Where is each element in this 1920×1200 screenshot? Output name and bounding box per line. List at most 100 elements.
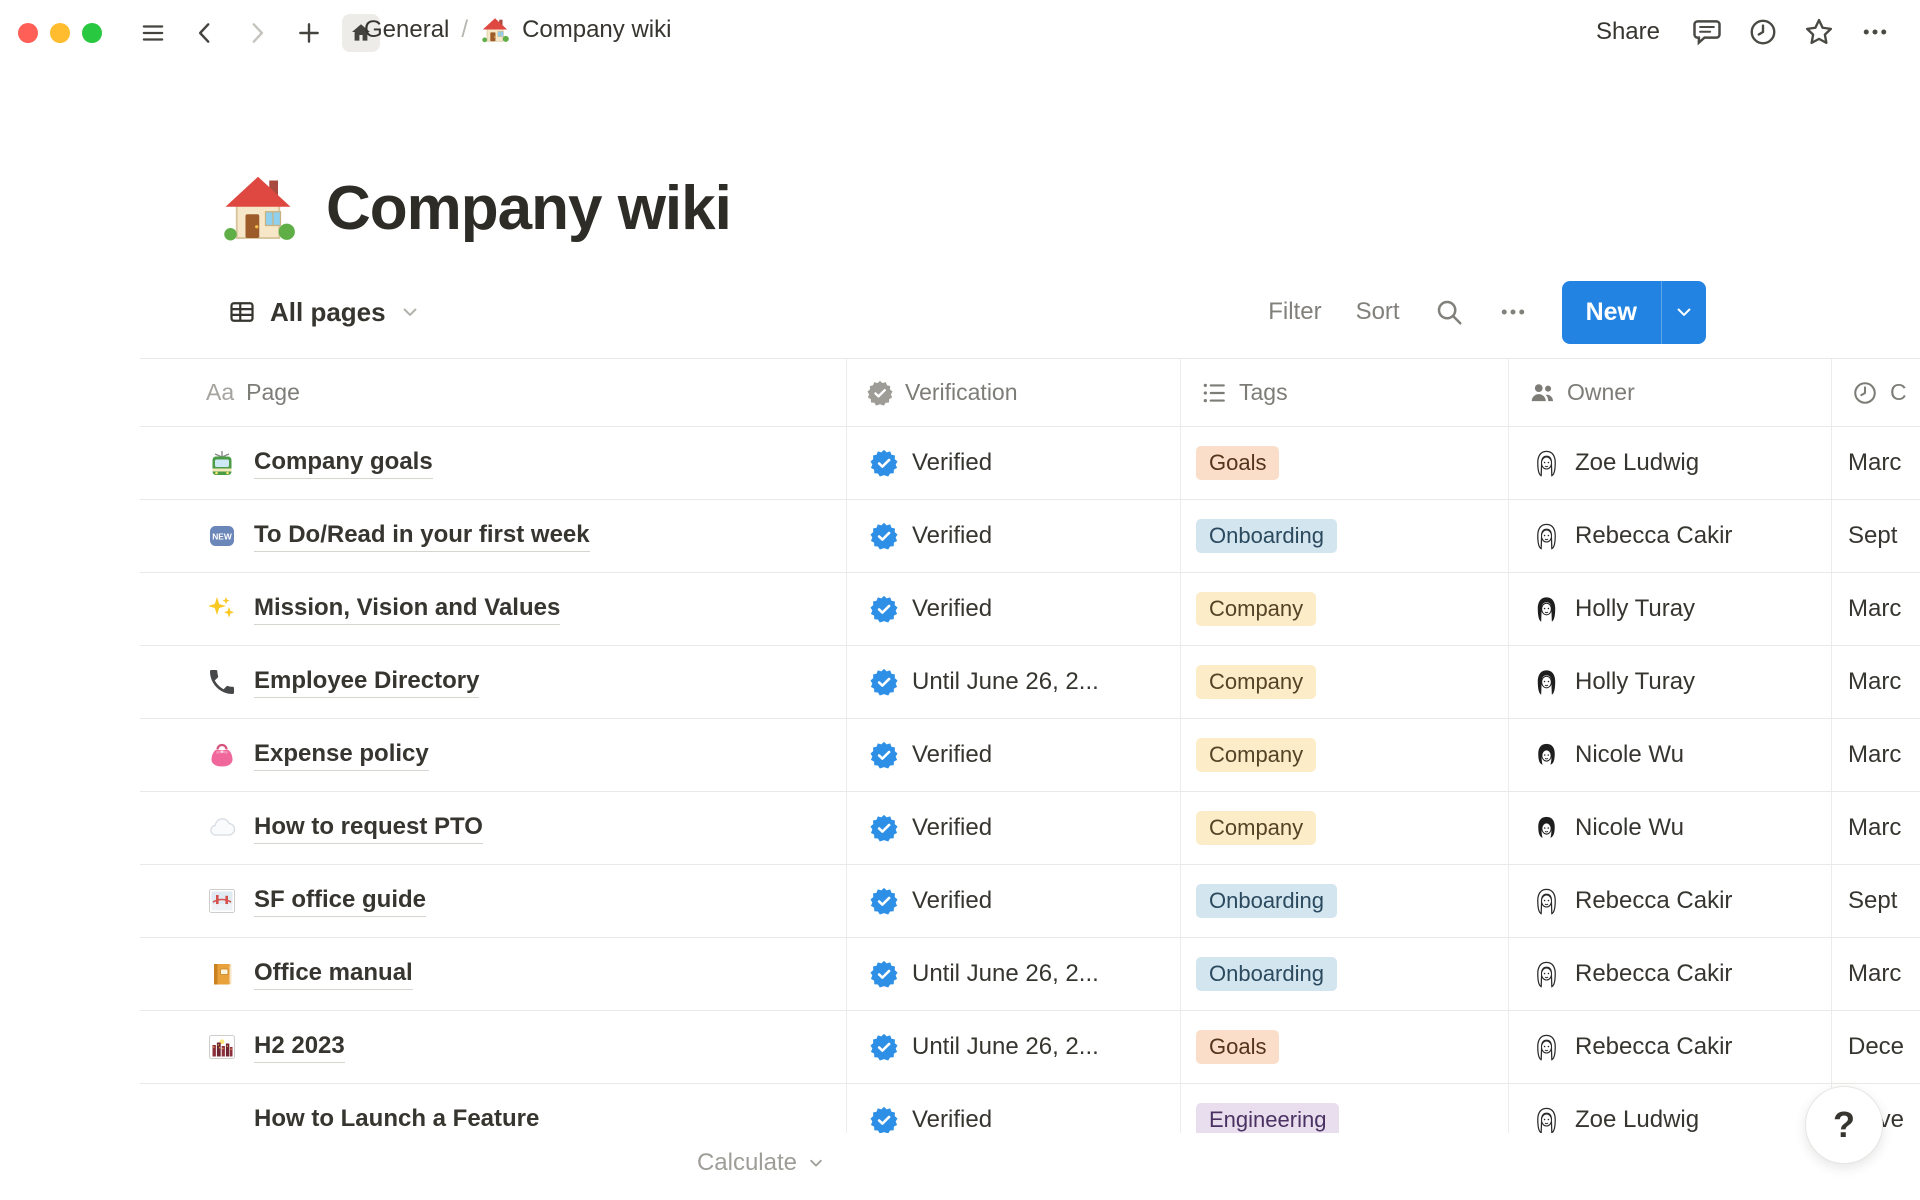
share-button[interactable]: Share [1595,18,1660,45]
tag-chip[interactable]: Company [1196,665,1317,699]
verification-cell[interactable]: Verified [847,792,1181,864]
page-title[interactable]: Company wiki [326,173,732,243]
tag-chip[interactable]: Onboarding [1196,519,1337,553]
verification-cell[interactable]: Verified [847,427,1181,499]
page-link[interactable]: Employee Directory [254,667,480,698]
tags-cell[interactable]: Company [1181,792,1509,864]
breadcrumb-page[interactable]: Company wiki [522,16,672,43]
verification-cell[interactable]: Verified [847,573,1181,645]
tags-cell[interactable]: Engineering [1181,1084,1509,1133]
created-cell[interactable]: Marc [1832,719,1920,791]
tag-chip[interactable]: Engineering [1196,1103,1340,1133]
close-window-button[interactable] [18,23,38,43]
created-cell[interactable]: Marc [1832,792,1920,864]
column-header-page[interactable]: Aa Page [140,359,847,426]
page-link[interactable]: Mission, Vision and Values [254,594,561,625]
tags-cell[interactable]: Onboarding [1181,865,1509,937]
owner-cell[interactable]: Zoe Ludwig [1509,1084,1832,1133]
table-row[interactable]: How to Launch a Feature Verified Enginee… [140,1084,1920,1133]
calculate-button[interactable]: Calculate [140,1138,847,1188]
page-link[interactable]: To Do/Read in your first week [254,521,590,552]
comments-button[interactable] [1688,13,1726,51]
table-row[interactable]: Company goals Verified Goals Zoe Ludwig … [140,427,1920,500]
verification-cell[interactable]: Verified [847,1084,1181,1133]
breadcrumb-section[interactable]: General [364,16,450,43]
sidebar-menu-button[interactable] [134,14,172,52]
table-row[interactable]: SF office guide Verified Onboarding Rebe… [140,865,1920,938]
home-button[interactable] [342,14,380,52]
created-cell[interactable]: Marc [1832,427,1920,499]
minimize-window-button[interactable] [50,23,70,43]
page-link[interactable]: How to Launch a Feature [254,1105,539,1134]
owner-cell[interactable]: Rebecca Cakir [1509,865,1832,937]
column-header-owner[interactable]: Owner [1509,359,1832,426]
sort-button[interactable]: Sort [1355,298,1400,325]
page-link[interactable]: Expense policy [254,740,429,771]
tab-all-pages[interactable]: All pages [228,280,420,344]
new-button[interactable]: New [1561,280,1706,344]
back-button[interactable] [186,14,224,52]
created-cell[interactable]: Sept [1832,500,1920,572]
owner-cell[interactable]: Holly Turay [1509,573,1832,645]
tags-cell[interactable]: Company [1181,719,1509,791]
favorite-button[interactable] [1800,13,1838,51]
forward-button[interactable] [238,14,276,52]
tags-cell[interactable]: Company [1181,646,1509,718]
table-row[interactable]: How to request PTO Verified Company Nico… [140,792,1920,865]
column-header-created[interactable]: C [1832,359,1920,426]
column-header-tags[interactable]: Tags [1181,359,1509,426]
new-dropdown-button[interactable] [1662,302,1706,322]
tags-cell[interactable]: Company [1181,573,1509,645]
new-button-label[interactable]: New [1585,297,1637,326]
created-cell[interactable]: Dece [1832,1011,1920,1083]
help-button[interactable]: ? [1805,1086,1883,1164]
owner-cell[interactable]: Holly Turay [1509,646,1832,718]
verification-cell[interactable]: Verified [847,500,1181,572]
tag-chip[interactable]: Company [1196,738,1317,772]
table-row[interactable]: Mission, Vision and Values Verified Comp… [140,573,1920,646]
tag-chip[interactable]: Onboarding [1196,884,1337,918]
owner-cell[interactable]: Rebecca Cakir [1509,938,1832,1010]
tag-chip[interactable]: Goals [1196,446,1280,480]
tag-chip[interactable]: Company [1196,592,1317,626]
tags-cell[interactable]: Goals [1181,427,1509,499]
page-link[interactable]: H2 2023 [254,1032,345,1063]
owner-cell[interactable]: Zoe Ludwig [1509,427,1832,499]
tag-chip[interactable]: Onboarding [1196,957,1337,991]
owner-cell[interactable]: Nicole Wu [1509,792,1832,864]
page-link[interactable]: Company goals [254,448,433,479]
column-header-verification[interactable]: Verification [847,359,1181,426]
verification-cell[interactable]: Verified [847,865,1181,937]
tag-chip[interactable]: Goals [1196,1030,1280,1064]
table-row[interactable]: H2 2023 Until June 26, 2... Goals Rebecc… [140,1011,1920,1084]
more-options-button[interactable] [1856,13,1894,51]
page-link[interactable]: SF office guide [254,886,427,917]
table-row[interactable]: Expense policy Verified Company Nicole W… [140,719,1920,792]
created-cell[interactable]: Sept [1832,865,1920,937]
table-row[interactable]: Employee Directory Until June 26, 2... C… [140,646,1920,719]
created-cell[interactable]: Marc [1832,938,1920,1010]
verification-cell[interactable]: Verified [847,719,1181,791]
page-link[interactable]: Office manual [254,959,413,990]
created-cell[interactable]: Marc [1832,573,1920,645]
more-ellipsis-icon[interactable] [1498,297,1528,327]
verification-cell[interactable]: Until June 26, 2... [847,1011,1181,1083]
tag-chip[interactable]: Company [1196,811,1317,845]
tags-cell[interactable]: Onboarding [1181,938,1509,1010]
owner-cell[interactable]: Rebecca Cakir [1509,1011,1832,1083]
page-link[interactable]: How to request PTO [254,813,483,844]
verification-cell[interactable]: Until June 26, 2... [847,646,1181,718]
table-row[interactable]: To Do/Read in your first week Verified O… [140,500,1920,573]
owner-cell[interactable]: Rebecca Cakir [1509,500,1832,572]
table-row[interactable]: Office manual Until June 26, 2... Onboar… [140,938,1920,1011]
owner-cell[interactable]: Nicole Wu [1509,719,1832,791]
zoom-window-button[interactable] [82,23,102,43]
verification-cell[interactable]: Until June 26, 2... [847,938,1181,1010]
new-page-button[interactable] [290,14,328,52]
filter-button[interactable]: Filter [1268,298,1322,325]
house-with-garden-emoji[interactable] [218,168,298,248]
search-icon[interactable] [1434,297,1464,327]
tags-cell[interactable]: Onboarding [1181,500,1509,572]
tags-cell[interactable]: Goals [1181,1011,1509,1083]
created-cell[interactable]: Marc [1832,646,1920,718]
